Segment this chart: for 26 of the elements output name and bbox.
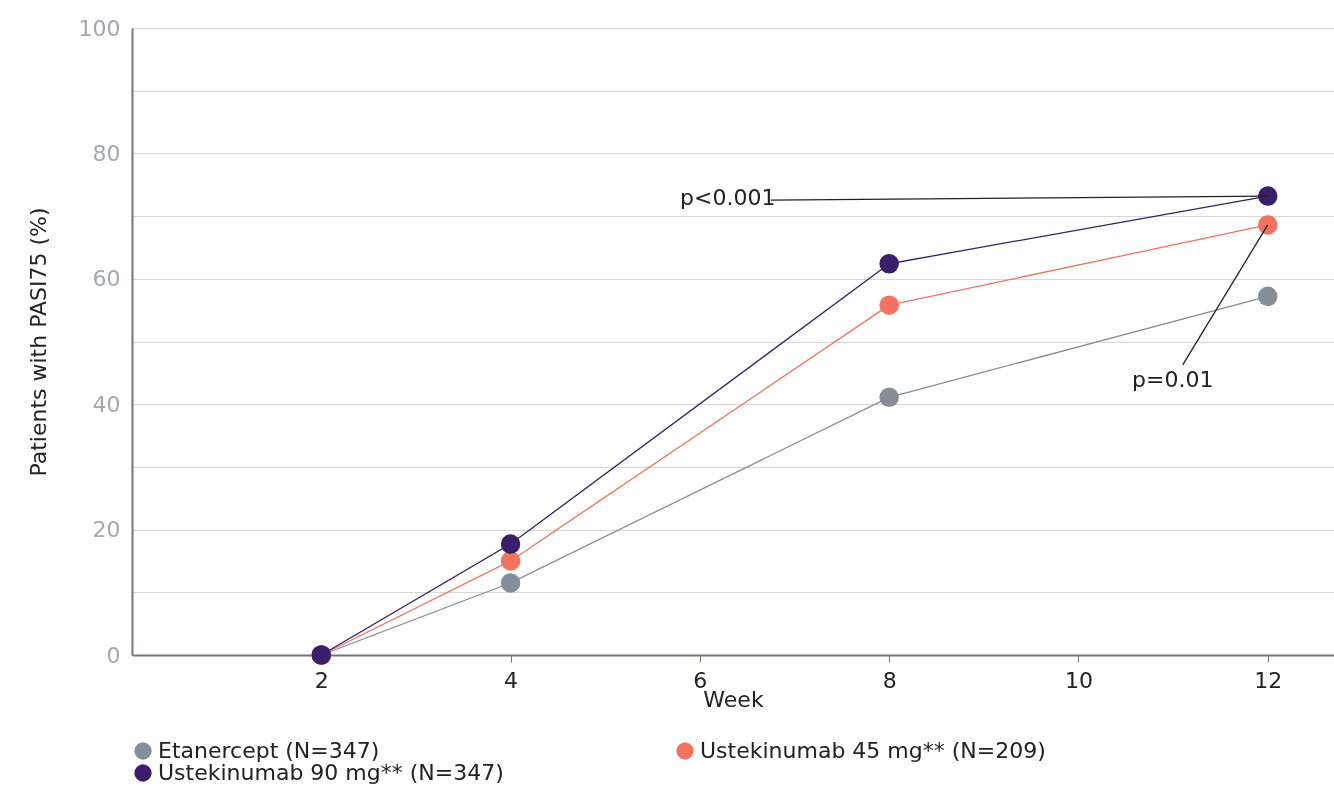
y-axis-title: Patients with PASI75 (%): [25, 207, 51, 477]
legend-label: Etanercept (N=347): [158, 738, 380, 763]
annotation: p=0.01: [1132, 366, 1214, 392]
point: [500, 551, 521, 571]
x-tick-label: 2: [314, 667, 329, 693]
x-axis-title: Week: [703, 686, 764, 712]
point: [879, 295, 899, 315]
y-tick-label: 40: [92, 391, 121, 417]
annotation: p<0.001: [680, 185, 776, 211]
point: [500, 534, 521, 554]
y-tick-label: 100: [78, 15, 121, 41]
x-tick-label: 8: [882, 667, 897, 693]
x-tick-label: 10: [1064, 667, 1093, 693]
point: [1258, 286, 1278, 307]
point: [500, 573, 521, 593]
point: [879, 254, 899, 274]
x-tick-label: 4: [504, 667, 519, 693]
legend-label: Ustekinumab 45 mg** (N=209): [700, 738, 1046, 763]
y-tick-label: 20: [92, 517, 121, 543]
y-tick-label: 80: [92, 140, 121, 166]
point: [1258, 215, 1278, 235]
y-tick-label: 0: [106, 642, 121, 668]
point: [1258, 186, 1278, 206]
y-tick-label: 60: [92, 266, 121, 292]
point: [879, 387, 899, 408]
x-tick-label: 12: [1254, 667, 1283, 693]
